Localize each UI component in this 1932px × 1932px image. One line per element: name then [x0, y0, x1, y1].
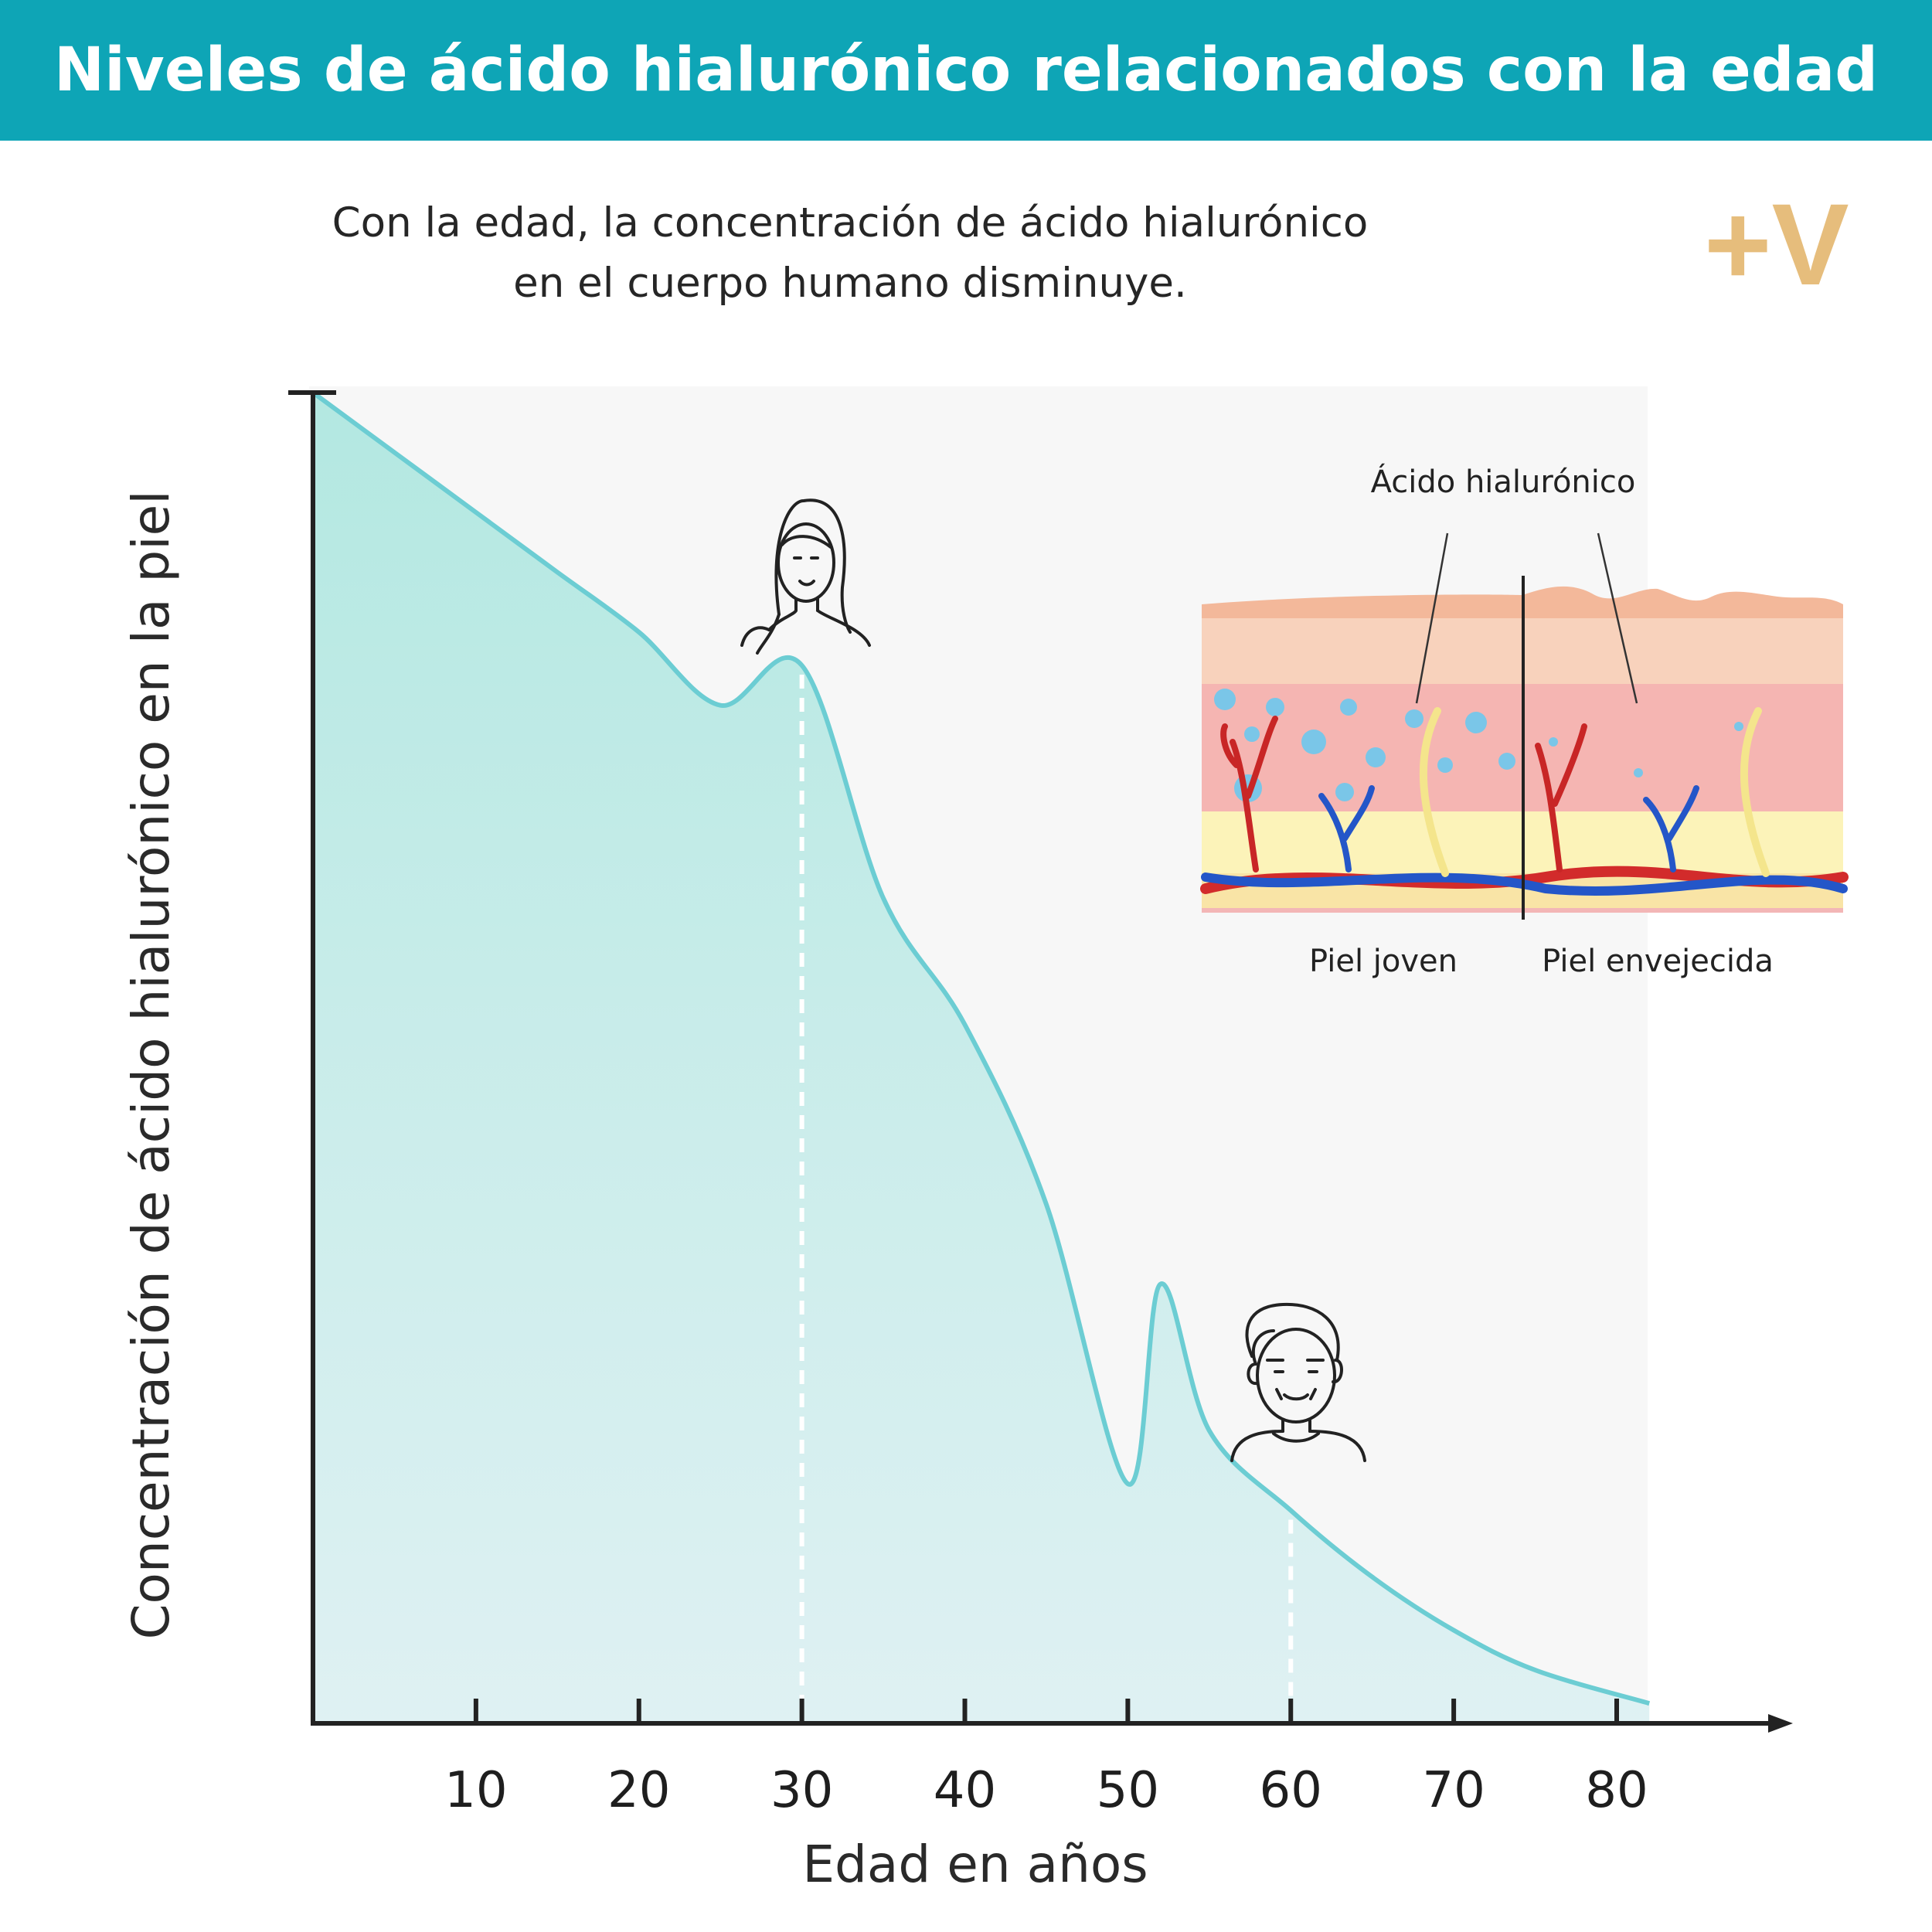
x-axis-arrow	[1768, 1714, 1793, 1733]
x-tick-label-70: 70	[1422, 1762, 1485, 1819]
x-tick-label-60: 60	[1260, 1762, 1322, 1819]
young-woman-icon	[740, 498, 871, 655]
elderly-woman-icon	[1230, 1302, 1366, 1462]
inset-label-aged: Piel envejecida	[1542, 944, 1774, 979]
inset-label-young: Piel joven	[1309, 944, 1458, 979]
page-title: Niveles de ácido hialurónico relacionado…	[53, 36, 1879, 105]
x-axis-label: Edad en años	[802, 1835, 1148, 1894]
blood-vessels	[1200, 707, 1849, 896]
age-markers	[799, 675, 1294, 1720]
annotation-leader-aged	[1597, 532, 1638, 704]
subtitle-line-2: en el cuerpo humano disminuye.	[513, 260, 1187, 307]
annotation-leader-young	[1415, 532, 1449, 704]
x-tick-label-50: 50	[1097, 1762, 1159, 1819]
x-ticks: 10 20 30 40 50 60 70 80	[444, 1699, 1648, 1819]
series-line	[311, 390, 1651, 1706]
x-tick-label-30: 30	[770, 1762, 833, 1819]
y-axis-label: Concentración de ácido hialurónico en la…	[121, 490, 181, 1639]
x-tick-label-20: 20	[607, 1762, 670, 1819]
subtitle: Con la edad, la concentración de ácido h…	[232, 193, 1468, 314]
subtitle-line-1: Con la edad, la concentración de ácido h…	[332, 199, 1369, 247]
brand-logo-text: +V	[1704, 193, 1849, 301]
x-tick-label-40: 40	[934, 1762, 996, 1819]
skin-cross-section-illustration: Ácido hialurónico Piel joven Piel enveje…	[1200, 463, 1849, 979]
inset-annotation: Ácido hialurónico	[1371, 463, 1636, 500]
title-banner	[0, 0, 1932, 141]
x-tick-label-10: 10	[444, 1762, 507, 1819]
x-tick-label-80: 80	[1585, 1762, 1648, 1819]
brand-logo: +V	[1704, 193, 1849, 301]
